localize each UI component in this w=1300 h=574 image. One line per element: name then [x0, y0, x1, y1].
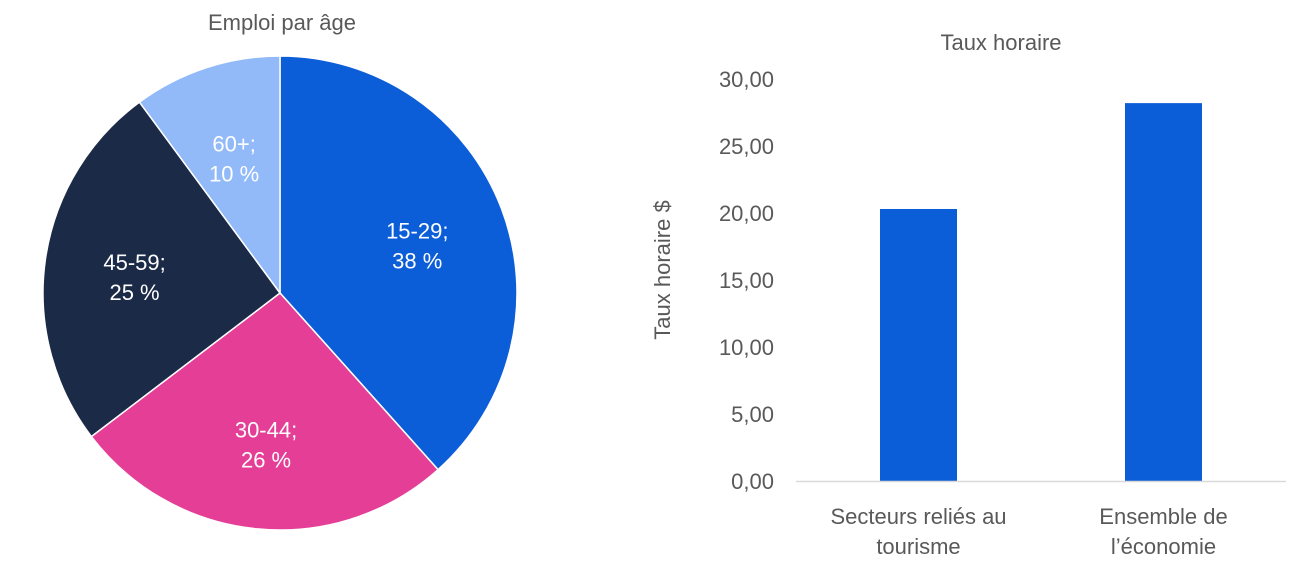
y-tick-label: 0,00 [731, 469, 774, 494]
pie-chart-panel: Emploi par âge 15-29; 38 % 30-44; 26 % 45-59… [0, 0, 560, 574]
y-tick-label: 5,00 [731, 402, 774, 427]
pie-slice-60+ [138, 55, 281, 296]
y-tick-label: 20,00 [719, 201, 774, 226]
pie-slice-label-15-29: 15-29; 38 % [386, 219, 448, 274]
y-tick-label: 10,00 [719, 335, 774, 360]
bar-1 [1125, 103, 1202, 482]
bar-chart-panel: Taux horaire 0,00 5,00 10,00 15,00 20,00 25,0… [600, 0, 1300, 574]
x-category-label: Ensemble de l’économie [1099, 504, 1227, 559]
y-tick-label: 30,00 [719, 67, 774, 92]
pie-slice-label-30-44: 30-44; 26 % [235, 417, 297, 472]
pie-slice-label-45-59: 45-59; 25 % [103, 250, 165, 305]
pie-chart-title: Emploi par âge [208, 10, 356, 35]
x-category-label: Secteurs reliés au tourisme [830, 504, 1006, 559]
pie-slice-15-29 [279, 55, 518, 471]
pie-chart: 15-29; 38 % 30-44; 26 % 45-59; 25 % 60+; 10 % [42, 55, 518, 531]
y-tick-label: 15,00 [719, 268, 774, 293]
pie-slice-30-44 [90, 291, 440, 531]
pie-slice-45-59 [42, 101, 282, 438]
y-tick-label: 25,00 [719, 134, 774, 159]
bar-chart: 0,00 5,00 10,00 15,00 20,00 25,00 30,00 Taux ho… [650, 67, 1286, 559]
bar-0 [880, 208, 957, 482]
y-axis-title: Taux horaire $ [650, 200, 675, 339]
pie-slice-label-60+: 60+; 10 % [209, 131, 259, 186]
bar-chart-title: Taux horaire [940, 30, 1062, 55]
